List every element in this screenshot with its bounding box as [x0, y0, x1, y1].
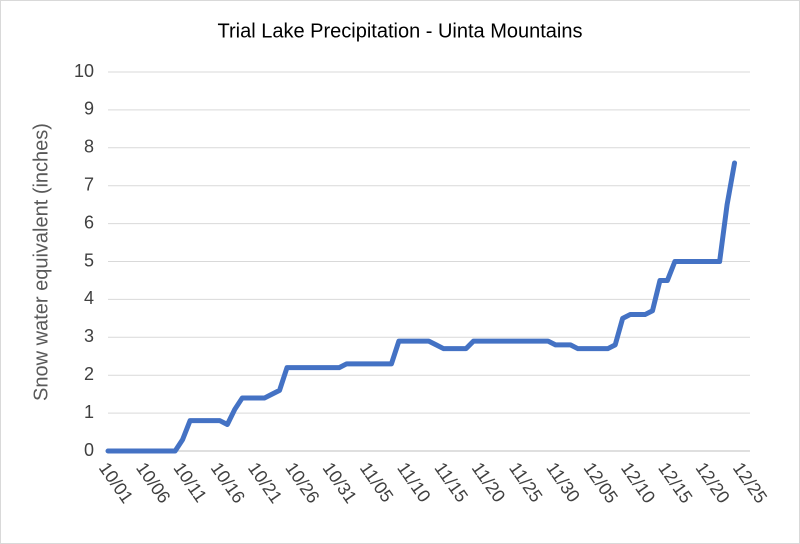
y-tick-label: 0 — [84, 440, 94, 460]
y-tick-label: 4 — [84, 288, 94, 308]
y-tick-label: 7 — [84, 174, 94, 194]
chart-title: Trial Lake Precipitation - Uinta Mountai… — [218, 20, 583, 42]
y-tick-label: 2 — [84, 364, 94, 384]
y-axis-label: Snow water equivalent (inches) — [30, 123, 52, 401]
y-tick-label: 9 — [84, 99, 94, 119]
y-tick-label: 10 — [74, 61, 94, 81]
y-tick-label: 3 — [84, 326, 94, 346]
y-tick-label: 5 — [84, 250, 94, 270]
y-tick-label: 8 — [84, 137, 94, 157]
data-line — [105, 160, 738, 454]
y-tick-label: 6 — [84, 212, 94, 232]
y-tick-label: 1 — [84, 402, 94, 422]
